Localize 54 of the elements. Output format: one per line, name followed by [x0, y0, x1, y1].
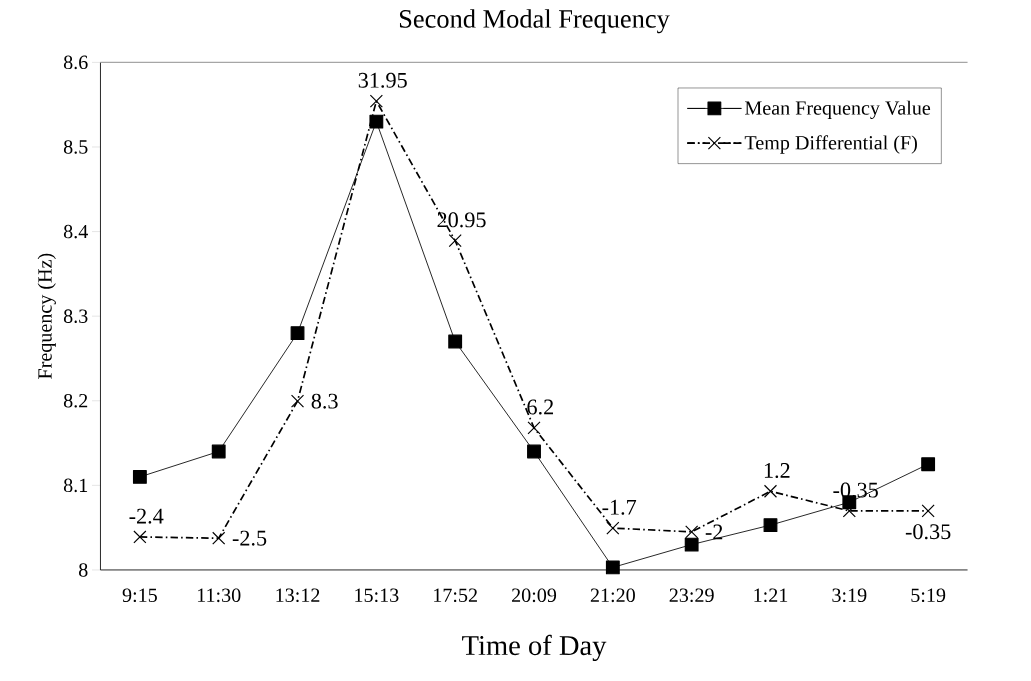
- data-label: -1.7: [602, 499, 637, 515]
- point: [921, 457, 936, 472]
- point: [684, 537, 699, 552]
- x-tick-label: 20:09: [512, 588, 557, 603]
- data-label: 1.2: [764, 463, 790, 479]
- point: [132, 469, 147, 484]
- point: [369, 94, 383, 108]
- y-tick-label: 8.5: [63, 140, 88, 154]
- point: [527, 421, 541, 435]
- point: [763, 518, 778, 533]
- point: [290, 394, 305, 408]
- x-tick-label: 1:21: [754, 588, 788, 603]
- data-label: -0.35: [905, 524, 951, 540]
- point: [685, 525, 699, 539]
- legend-label: Mean Frequency Value: [745, 100, 931, 119]
- x-tick-label: 9:15: [122, 588, 157, 603]
- x-tick-label: 21:20: [590, 588, 635, 603]
- point: [211, 444, 226, 459]
- y-tick-label: 8.3: [63, 309, 88, 323]
- x-tick-label: 11:30: [197, 588, 241, 603]
- x-tick-label: 23:29: [669, 588, 714, 603]
- x-tick-label: 5:19: [911, 588, 946, 603]
- x-axis-title: Time of Day: [462, 634, 607, 662]
- data-label: 31.95: [358, 72, 407, 88]
- y-tick-label: 8.4: [63, 224, 88, 239]
- point: [212, 531, 226, 545]
- x-tick-label: 17:52: [434, 588, 477, 603]
- point: [369, 114, 384, 129]
- y-tick-label: 8.6: [63, 55, 88, 70]
- point: [133, 530, 147, 544]
- chart-title: Second Modal Frequency: [399, 9, 670, 34]
- x-tick-label: 13:12: [276, 588, 320, 603]
- y-tick-label: 8.1: [63, 478, 88, 493]
- point: [448, 234, 462, 248]
- legend-label: Temp Differential (F): [744, 135, 917, 154]
- point: [606, 521, 620, 535]
- data-label: 8.3: [311, 393, 338, 409]
- data-label: -2: [705, 524, 723, 540]
- data-label: -2.4: [129, 508, 164, 524]
- x-tick-label: 15:13: [355, 588, 399, 603]
- data-label: -0.35: [833, 482, 878, 498]
- point: [763, 484, 778, 498]
- data-label: 6.2: [527, 399, 554, 415]
- data-label: -2.5: [232, 530, 267, 546]
- y-axis-title: Frequency (Hz): [37, 253, 56, 379]
- point: [290, 326, 305, 341]
- data-label: 20.95: [437, 212, 486, 228]
- point: [605, 560, 620, 575]
- y-tick-label: 8.2: [63, 393, 88, 408]
- point: [527, 444, 541, 459]
- y-tick-label: 8: [78, 563, 88, 577]
- x-tick-label: 3:19: [832, 588, 867, 603]
- point: [921, 504, 935, 518]
- point: [448, 334, 463, 349]
